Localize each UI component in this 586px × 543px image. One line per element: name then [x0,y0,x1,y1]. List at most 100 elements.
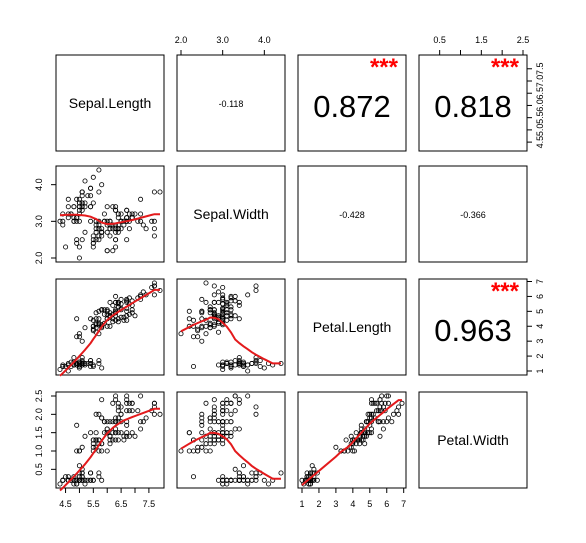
panel-r0-c2 [297,54,407,152]
data-point [143,415,149,421]
data-point [115,211,121,217]
correlation-value: -0.118 [219,99,244,109]
data-point [96,222,102,228]
data-point [253,287,259,293]
data-point [199,430,205,436]
data-point [199,415,205,421]
data-point [151,189,157,195]
data-point [124,313,130,319]
data-point [232,358,238,364]
data-point [132,313,138,319]
tick-label: 6.5 [535,87,545,100]
data-point [220,481,226,487]
data-point [88,316,94,322]
data-point [113,237,119,243]
correlation-value: 0.872 [313,89,391,124]
data-point [60,218,66,224]
data-point [101,307,107,313]
data-point [96,167,102,173]
smooth-line [59,288,160,377]
data-point [374,408,380,414]
data-point [96,237,102,243]
data-point [245,481,251,487]
data-point [368,400,374,406]
data-point [186,316,192,322]
tick-label: 6.5 [115,499,128,509]
data-point [370,411,376,417]
data-point [104,311,110,317]
data-point [129,307,135,313]
data-point [249,360,255,366]
data-point [199,325,205,331]
data-point [203,280,209,286]
tick-label: 1.0 [34,445,44,458]
data-point [377,404,383,410]
data-point [220,362,226,368]
data-point [126,408,132,414]
data-point [211,437,217,443]
data-point [149,284,155,290]
data-point [257,363,263,369]
data-point [115,319,121,325]
data-point [82,433,88,439]
tick-label: 3 [333,499,338,509]
data-point [60,363,66,369]
data-point [99,477,105,483]
data-point [110,226,116,232]
data-point [211,292,217,298]
data-point [220,411,226,417]
correlation-value: -0.366 [460,210,486,220]
data-point [96,474,102,480]
data-point [138,218,144,224]
data-point [124,433,130,439]
data-point [110,400,116,406]
data-point [236,360,242,366]
data-point [90,441,96,447]
data-point [99,397,105,403]
data-point [253,411,259,417]
data-point [96,226,102,232]
data-point [79,360,85,366]
data-point [211,307,217,313]
data-point [124,299,130,305]
tick-label: 5.5 [87,499,100,509]
data-point [113,393,119,399]
data-point [93,237,99,243]
data-point [74,477,80,483]
data-point [143,292,149,298]
data-point [107,323,113,329]
data-point [88,204,94,210]
data-point [377,408,383,414]
data-point [60,362,66,368]
data-point [224,408,230,414]
tick-label: 3 [535,339,545,344]
data-point [88,430,94,436]
tick-label: 7.5 [143,499,156,509]
data-point [76,359,82,365]
data-point [57,481,63,487]
data-point [115,229,121,235]
tick-label: 0.5 [34,463,44,476]
data-point [309,463,315,469]
data-point [207,310,213,316]
data-point [76,200,82,206]
data-point [358,426,364,432]
data-point [82,229,88,235]
data-point [104,323,110,329]
tick-label: 0.5 [433,35,446,45]
data-point [88,363,94,369]
data-point [190,448,196,454]
data-point [113,317,119,323]
panel-r1-c1 [176,165,286,263]
data-point [220,404,226,410]
data-point [74,362,80,368]
data-point [71,359,77,365]
data-point [115,408,121,414]
data-point [82,178,88,184]
data-point [74,448,80,454]
data-point [203,400,209,406]
data-point [71,474,77,480]
data-point [79,359,85,365]
data-point [88,470,94,476]
data-point [96,233,102,239]
